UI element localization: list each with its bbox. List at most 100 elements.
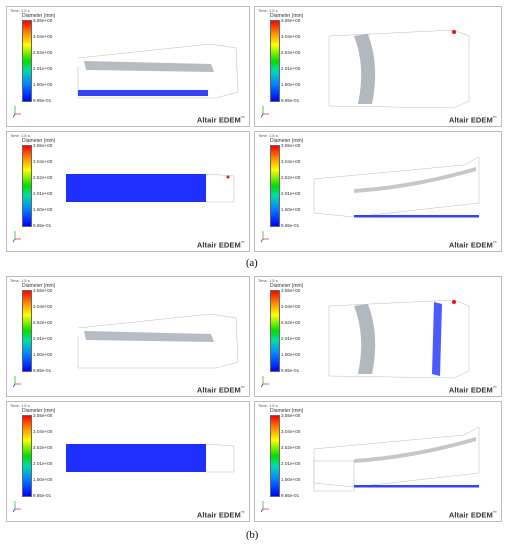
legend-value: 2.01e+00: [281, 66, 301, 71]
brand-logo: Altair EDEM™: [196, 239, 245, 250]
axis-triad-icon: [12, 501, 21, 513]
legend-value: 1.50e+00: [33, 477, 53, 482]
particle-scene: [260, 29, 470, 118]
axis-triad-icon: [12, 231, 21, 243]
legend-value: 9.85e-01: [281, 493, 300, 498]
sim-panel-b1: Time: 1.5 s Diameter (mm) 3.55e+00 3.04e+00…: [6, 276, 250, 397]
collected-fines: [354, 485, 479, 488]
time-readout: Time: 1.5 s: [258, 133, 278, 138]
sim-panel-b3: Time: 1.5 s Diameter (mm) 3.55e+00 3.04e+00…: [6, 401, 250, 522]
axis-triad-icon: [260, 106, 269, 118]
legend-value: 2.52e+00: [33, 320, 53, 325]
color-scale-bar: [270, 145, 280, 227]
brand-logo: Altair EDEM™: [448, 509, 497, 520]
brand-logo: Altair EDEM™: [448, 114, 497, 125]
collected-fines: [354, 215, 479, 218]
legend-value: 3.04e+00: [281, 429, 301, 434]
sim-panel-a3: Time: 1.5 s Diameter (mm) 3.55e+00 3.04e+00…: [6, 131, 250, 252]
sim-panel-a2: Time: 1.5 s Diameter (mm) 3.55e+00 3.04e+00…: [254, 6, 502, 127]
legend-title: Diameter (mm): [22, 13, 56, 19]
color-scale-bar: [270, 415, 280, 497]
legend-value: 3.55e+00: [281, 18, 301, 23]
legend-value: 3.55e+00: [281, 413, 301, 418]
legend-value: 3.04e+00: [281, 159, 301, 164]
particle-scene: [260, 156, 480, 243]
legend-value: 9.85e-01: [281, 223, 300, 228]
sim-panel-a1: Time: 1.5 s Diameter (mm) 3.55e+00 3.04e+00…: [6, 6, 250, 127]
brand-logo: Altair EDEM™: [196, 114, 245, 125]
time-readout: Time: 1.5 s: [10, 403, 30, 408]
legend-value: 1.50e+00: [281, 352, 301, 357]
legend-value: 1.50e+00: [281, 477, 301, 482]
end-plate: [432, 302, 442, 376]
legend-value: 2.52e+00: [281, 320, 301, 325]
screen-deck: [354, 167, 476, 193]
legend-value: 2.01e+00: [33, 461, 53, 466]
color-scale-bar: [22, 20, 32, 102]
legend-value: 3.04e+00: [33, 304, 53, 309]
screen-surface: [354, 34, 376, 104]
axis-triad-icon: [12, 376, 21, 388]
axis-triad-icon: [260, 376, 269, 388]
legend-value: 1.50e+00: [281, 82, 301, 87]
legend-title: Diameter (mm): [22, 283, 56, 289]
sim-panel-a4: Time: 1.5 s Diameter (mm) 3.55e+00 3.04e+00…: [254, 131, 502, 252]
legend-title: Diameter (mm): [270, 13, 304, 19]
legend-title: Diameter (mm): [270, 408, 304, 414]
legend-value: 2.01e+00: [33, 336, 53, 341]
legend-value: 2.52e+00: [33, 175, 53, 180]
axis-triad-icon: [260, 501, 269, 513]
color-scale-bar: [22, 145, 32, 227]
time-readout: Time: 1.5 s: [258, 278, 278, 283]
legend-value: 2.52e+00: [281, 445, 301, 450]
legend-value: 2.01e+00: [281, 191, 301, 196]
particle-scene: [12, 43, 239, 118]
color-scale-bar: [22, 415, 32, 497]
screen-deck-top: [66, 444, 206, 472]
color-scale-bar: [270, 290, 280, 372]
legend-value: 3.55e+00: [281, 288, 301, 293]
legend-value: 3.55e+00: [33, 18, 53, 23]
sim-panel-b2: Time: 1.5 s Diameter (mm) 3.55e+00 3.04e+00…: [254, 276, 502, 397]
subfigure-label: (a): [246, 258, 258, 269]
brand-logo: Altair EDEM™: [196, 509, 245, 520]
legend-value: 2.01e+00: [33, 66, 53, 71]
legend-value: 2.52e+00: [33, 50, 53, 55]
time-readout: Time: 1.5 s: [10, 8, 30, 13]
time-readout: Time: 1.5 s: [10, 133, 30, 138]
legend-value: 1.50e+00: [33, 352, 53, 357]
legend-value: 2.52e+00: [33, 445, 53, 450]
legend-value: 1.50e+00: [33, 82, 53, 87]
legend-value: 3.55e+00: [33, 143, 53, 148]
brand-logo: Altair EDEM™: [448, 384, 497, 395]
time-readout: Time: 1.5 s: [258, 8, 278, 13]
screen-deck: [354, 437, 476, 463]
screen-surface: [354, 304, 376, 374]
legend-value: 3.04e+00: [33, 159, 53, 164]
legend-value: 3.55e+00: [33, 413, 53, 418]
color-scale-bar: [270, 20, 280, 102]
legend-value: 3.04e+00: [33, 34, 53, 39]
color-scale-bar: [22, 290, 32, 372]
legend-title: Diameter (mm): [270, 138, 304, 144]
legend-value: 9.85e-01: [33, 368, 52, 373]
legend-value: 3.55e+00: [281, 143, 301, 148]
legend-value: 2.52e+00: [281, 50, 301, 55]
axis-triad-icon: [12, 106, 21, 118]
legend-value: 9.85e-01: [281, 98, 300, 103]
time-readout: Time: 1.5 s: [258, 403, 278, 408]
axis-triad-icon: [260, 231, 269, 243]
legend-title: Diameter (mm): [270, 283, 304, 289]
screen-deck: [84, 331, 214, 342]
legend-value: 3.04e+00: [33, 429, 53, 434]
legend-value: 2.52e+00: [281, 175, 301, 180]
subfigure-label: (b): [246, 530, 259, 541]
collected-fines: [78, 90, 208, 96]
legend-value: 9.85e-01: [33, 223, 52, 228]
legend-value: 9.85e-01: [33, 98, 52, 103]
screen-deck-top: [66, 174, 206, 202]
legend-title: Diameter (mm): [22, 408, 56, 414]
particle-scene: [260, 299, 470, 388]
legend-value: 1.50e+00: [33, 207, 53, 212]
legend-value: 2.01e+00: [33, 191, 53, 196]
